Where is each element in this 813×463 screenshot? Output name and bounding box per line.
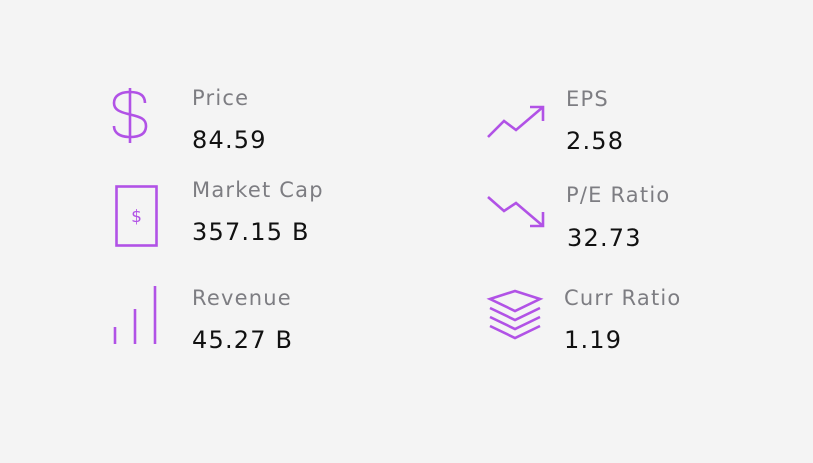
metric-label: Price bbox=[192, 86, 250, 110]
layers-icon bbox=[486, 289, 545, 345]
metric-value: 32.73 bbox=[567, 224, 642, 252]
metric-label: Curr Ratio bbox=[564, 286, 682, 310]
trending-down-icon bbox=[486, 194, 548, 230]
metric-value: 2.58 bbox=[566, 127, 625, 155]
metric-label: Revenue bbox=[192, 286, 292, 310]
dollar-icon bbox=[110, 86, 152, 148]
dollar-bill-icon: $ bbox=[114, 184, 160, 250]
bar-chart-icon bbox=[112, 284, 160, 346]
metric-label: P/E Ratio bbox=[566, 183, 671, 207]
metric-value: 45.27 B bbox=[192, 326, 294, 354]
metric-label: Market Cap bbox=[192, 178, 324, 202]
trending-up-icon bbox=[486, 104, 548, 140]
metric-value: 84.59 bbox=[192, 126, 267, 154]
metric-label: EPS bbox=[566, 87, 609, 111]
svg-text:$: $ bbox=[131, 207, 142, 227]
metric-value: 1.19 bbox=[564, 326, 623, 354]
metric-value: 357.15 B bbox=[192, 218, 310, 246]
